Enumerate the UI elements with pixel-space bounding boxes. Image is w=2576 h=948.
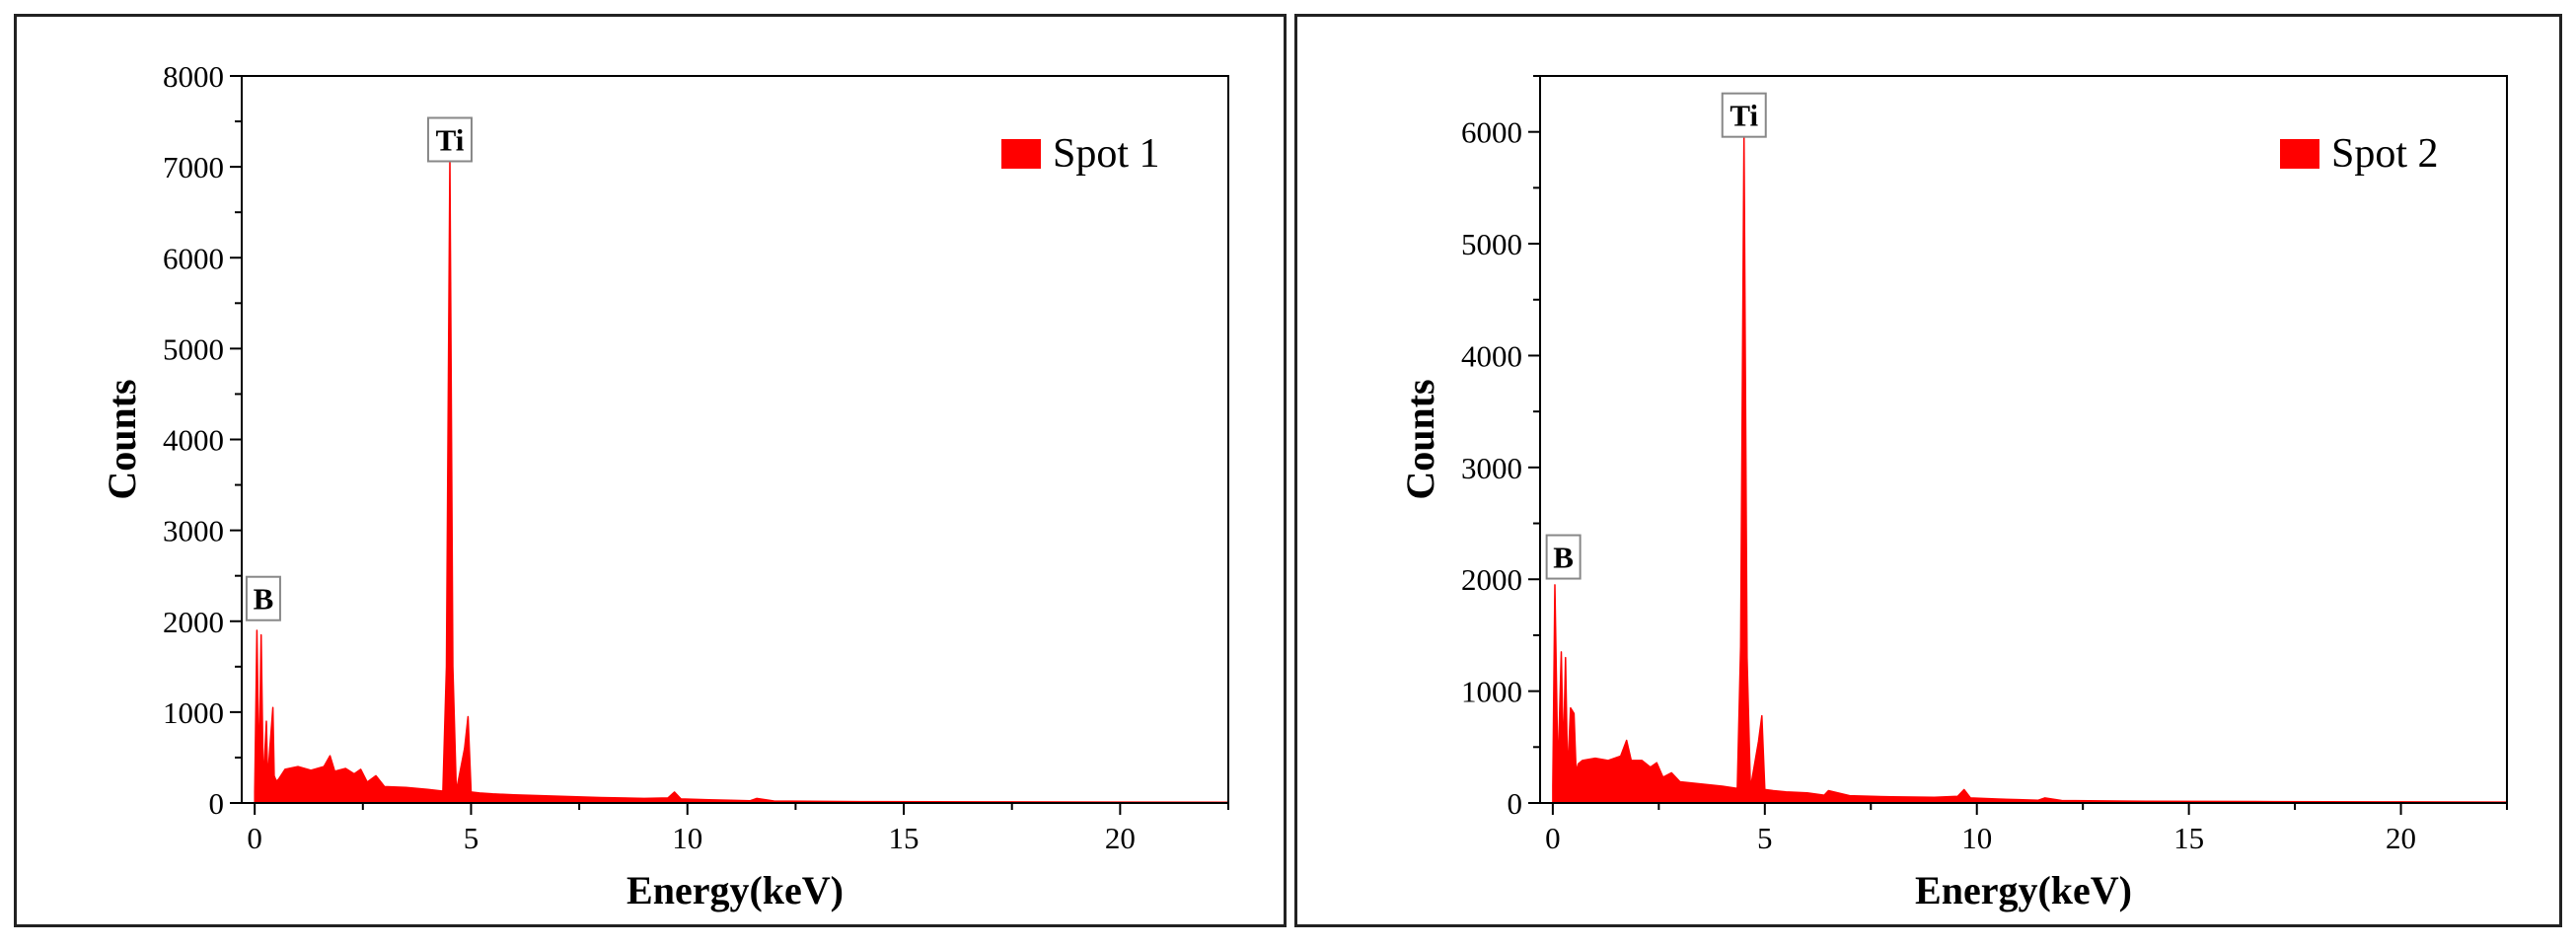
y-tick-label: 2000 — [1461, 562, 1522, 597]
peak-label-box — [245, 575, 281, 621]
y-tick-label: 8000 — [163, 59, 224, 94]
peak-annotation-ti: Ti — [1721, 92, 1767, 138]
y-tick-label: 5000 — [163, 331, 224, 366]
legend-label: Spot 1 — [1053, 131, 1160, 177]
legend-swatch — [2280, 139, 2319, 169]
peak-label-text: B — [254, 582, 274, 617]
peak-annotation-b: B — [245, 575, 281, 621]
legend-label: Spot 2 — [2331, 131, 2439, 177]
x-tick-label: 10 — [672, 821, 702, 855]
x-tick-label: 20 — [1105, 821, 1136, 855]
chart-panel-spot-1: 0 1000 2000 3000 4000 5000 6000 7000 8000 0 5 10 15 2… — [14, 14, 1287, 927]
y-tick-label: 6000 — [1461, 115, 1522, 150]
x-axis-title: Energy(keV) — [1915, 868, 2132, 912]
x-axis-title: Energy(keV) — [626, 868, 844, 912]
y-tick-label: 3000 — [163, 514, 224, 548]
peak-label-text: B — [1553, 541, 1574, 575]
x-tick-label: 0 — [247, 821, 262, 855]
peak-label-box — [426, 116, 473, 163]
y-tick-label: 4000 — [163, 423, 224, 458]
y-tick-label: 6000 — [163, 241, 224, 275]
eds-spectrum-chart-spot-2: 0 1000 2000 3000 4000 5000 6000 0 5 10 15 20 Energy(… — [1398, 75, 2508, 912]
peak-label-text: Ti — [436, 122, 465, 157]
peak-annotation-b: B — [1545, 534, 1582, 580]
plot-frame — [1539, 75, 2508, 804]
y-tick-label: 7000 — [163, 150, 224, 184]
y-tick-label: 0 — [209, 786, 225, 821]
x-tick-label: 15 — [889, 821, 920, 855]
y-axis-title: Counts — [1398, 379, 1442, 499]
x-tick-label: 15 — [2173, 821, 2204, 855]
y-tick-label: 0 — [1508, 786, 1523, 821]
y-tick-label: 5000 — [1461, 227, 1522, 261]
y-tick-label: 4000 — [1461, 338, 1522, 373]
y-tick-label: 1000 — [163, 695, 224, 730]
legend-swatch — [1001, 139, 1041, 169]
spectrum-area-spot-2 — [1552, 136, 2508, 804]
y-tick-label: 3000 — [1461, 451, 1522, 485]
chart-panel-spot-2: 0 1000 2000 3000 4000 5000 6000 0 5 10 15 20 Energy(… — [1294, 14, 2562, 927]
eds-spectrum-chart-spot-1: 0 1000 2000 3000 4000 5000 6000 7000 8000 0 5 10 15 2… — [100, 59, 1229, 912]
peak-annotation-ti: Ti — [426, 116, 473, 163]
spectrum-area-spot-1 — [254, 157, 1229, 804]
y-tick-label: 2000 — [163, 605, 224, 639]
y-tick-label: 1000 — [1461, 675, 1522, 709]
peak-label-box — [1545, 534, 1582, 580]
peak-label-box — [1721, 92, 1767, 138]
x-tick-label: 10 — [1961, 821, 1992, 855]
x-tick-label: 20 — [2386, 821, 2416, 855]
plot-frame — [241, 75, 1229, 804]
x-tick-label: 0 — [1545, 821, 1561, 855]
x-tick-label: 5 — [1757, 821, 1773, 855]
x-tick-label: 5 — [464, 821, 479, 855]
y-axis-title: Counts — [100, 379, 144, 499]
peak-label-text: Ti — [1730, 99, 1758, 133]
